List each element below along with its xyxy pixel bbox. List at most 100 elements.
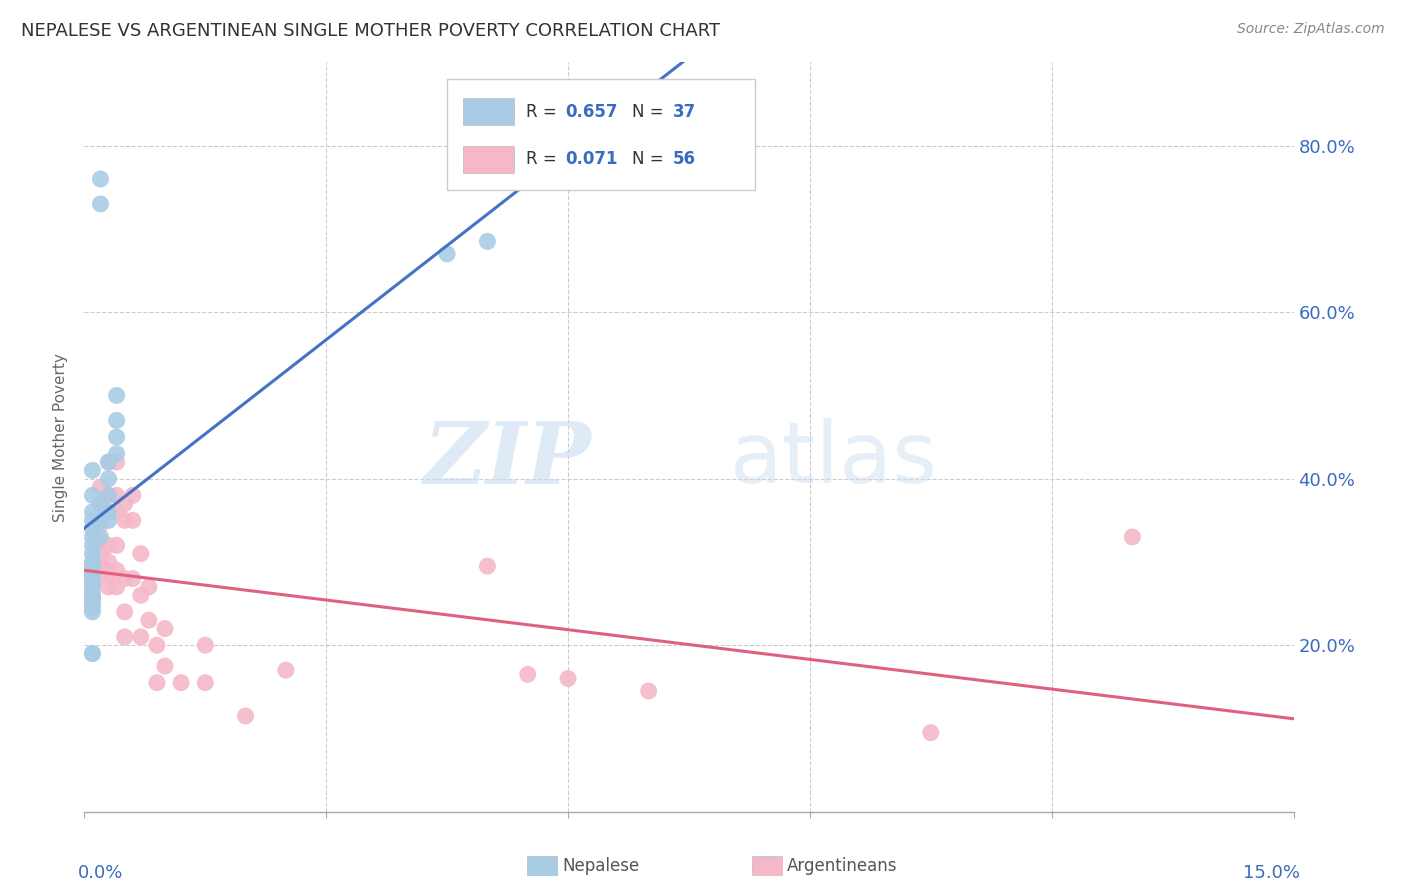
Point	[82, 600, 104, 615]
Point	[274, 663, 297, 677]
Point	[82, 647, 104, 661]
Point	[82, 575, 104, 590]
Point	[82, 567, 104, 582]
Point	[82, 592, 104, 607]
Point	[97, 505, 120, 519]
Point	[97, 488, 120, 502]
Point	[97, 555, 120, 569]
Y-axis label: Single Mother Poverty: Single Mother Poverty	[53, 352, 69, 522]
Text: 0.0%: 0.0%	[79, 864, 124, 882]
Point	[1121, 530, 1143, 544]
Point	[97, 472, 120, 486]
Point	[235, 709, 257, 723]
Text: R =: R =	[526, 150, 562, 168]
Point	[89, 172, 111, 186]
FancyBboxPatch shape	[447, 78, 755, 190]
Text: N =: N =	[633, 103, 669, 121]
Point	[114, 630, 136, 644]
Point	[114, 572, 136, 586]
Point	[105, 447, 128, 461]
Point	[89, 530, 111, 544]
Point	[89, 497, 111, 511]
Point	[477, 559, 499, 574]
Point	[82, 588, 104, 602]
Point	[89, 513, 111, 527]
Point	[97, 513, 120, 527]
Point	[89, 517, 111, 532]
Point	[82, 522, 104, 536]
Point	[121, 572, 143, 586]
Point	[105, 430, 128, 444]
Text: NEPALESE VS ARGENTINEAN SINGLE MOTHER POVERTY CORRELATION CHART: NEPALESE VS ARGENTINEAN SINGLE MOTHER PO…	[21, 22, 720, 40]
Text: 15.0%: 15.0%	[1243, 864, 1299, 882]
Point	[89, 547, 111, 561]
Point	[97, 488, 120, 502]
Point	[105, 563, 128, 577]
Point	[114, 513, 136, 527]
Text: R =: R =	[526, 103, 562, 121]
Point	[138, 580, 160, 594]
Point	[138, 613, 160, 627]
Point	[82, 580, 104, 594]
Point	[105, 505, 128, 519]
Point	[105, 455, 128, 469]
Point	[436, 247, 458, 261]
Point	[82, 592, 104, 607]
Point	[82, 572, 104, 586]
Point	[194, 675, 217, 690]
Point	[97, 567, 120, 582]
Point	[82, 547, 104, 561]
Point	[82, 538, 104, 552]
Text: Argentineans: Argentineans	[787, 857, 898, 875]
Point	[129, 588, 152, 602]
Point	[82, 505, 104, 519]
Point	[82, 584, 104, 599]
Point	[82, 647, 104, 661]
Point	[105, 488, 128, 502]
Point	[146, 675, 169, 690]
Point	[114, 605, 136, 619]
Point	[129, 630, 152, 644]
Point	[153, 622, 176, 636]
Point	[89, 497, 111, 511]
Point	[97, 455, 120, 469]
Point	[82, 555, 104, 569]
Point	[82, 567, 104, 582]
Point	[82, 580, 104, 594]
Text: 37: 37	[673, 103, 696, 121]
Point	[89, 534, 111, 549]
Point	[920, 725, 942, 739]
Point	[82, 572, 104, 586]
Text: atlas: atlas	[730, 418, 938, 501]
Text: Source: ZipAtlas.com: Source: ZipAtlas.com	[1237, 22, 1385, 37]
Point	[97, 505, 120, 519]
Point	[82, 588, 104, 602]
Point	[121, 513, 143, 527]
Point	[105, 580, 128, 594]
Point	[153, 659, 176, 673]
Point	[97, 538, 120, 552]
Point	[89, 197, 111, 211]
Point	[105, 538, 128, 552]
Point	[105, 388, 128, 402]
Point	[114, 497, 136, 511]
Point	[89, 559, 111, 574]
Point	[557, 672, 579, 686]
Point	[82, 488, 104, 502]
FancyBboxPatch shape	[463, 98, 513, 126]
Text: ZIP: ZIP	[425, 417, 592, 501]
Point	[89, 567, 111, 582]
Point	[82, 513, 104, 527]
Point	[146, 638, 169, 652]
Point	[82, 530, 104, 544]
Point	[129, 547, 152, 561]
Point	[82, 575, 104, 590]
Point	[194, 638, 217, 652]
Point	[637, 684, 659, 698]
Point	[82, 597, 104, 611]
Point	[97, 580, 120, 594]
Text: Nepalese: Nepalese	[562, 857, 640, 875]
FancyBboxPatch shape	[463, 145, 513, 172]
Point	[82, 463, 104, 477]
Point	[516, 667, 538, 681]
